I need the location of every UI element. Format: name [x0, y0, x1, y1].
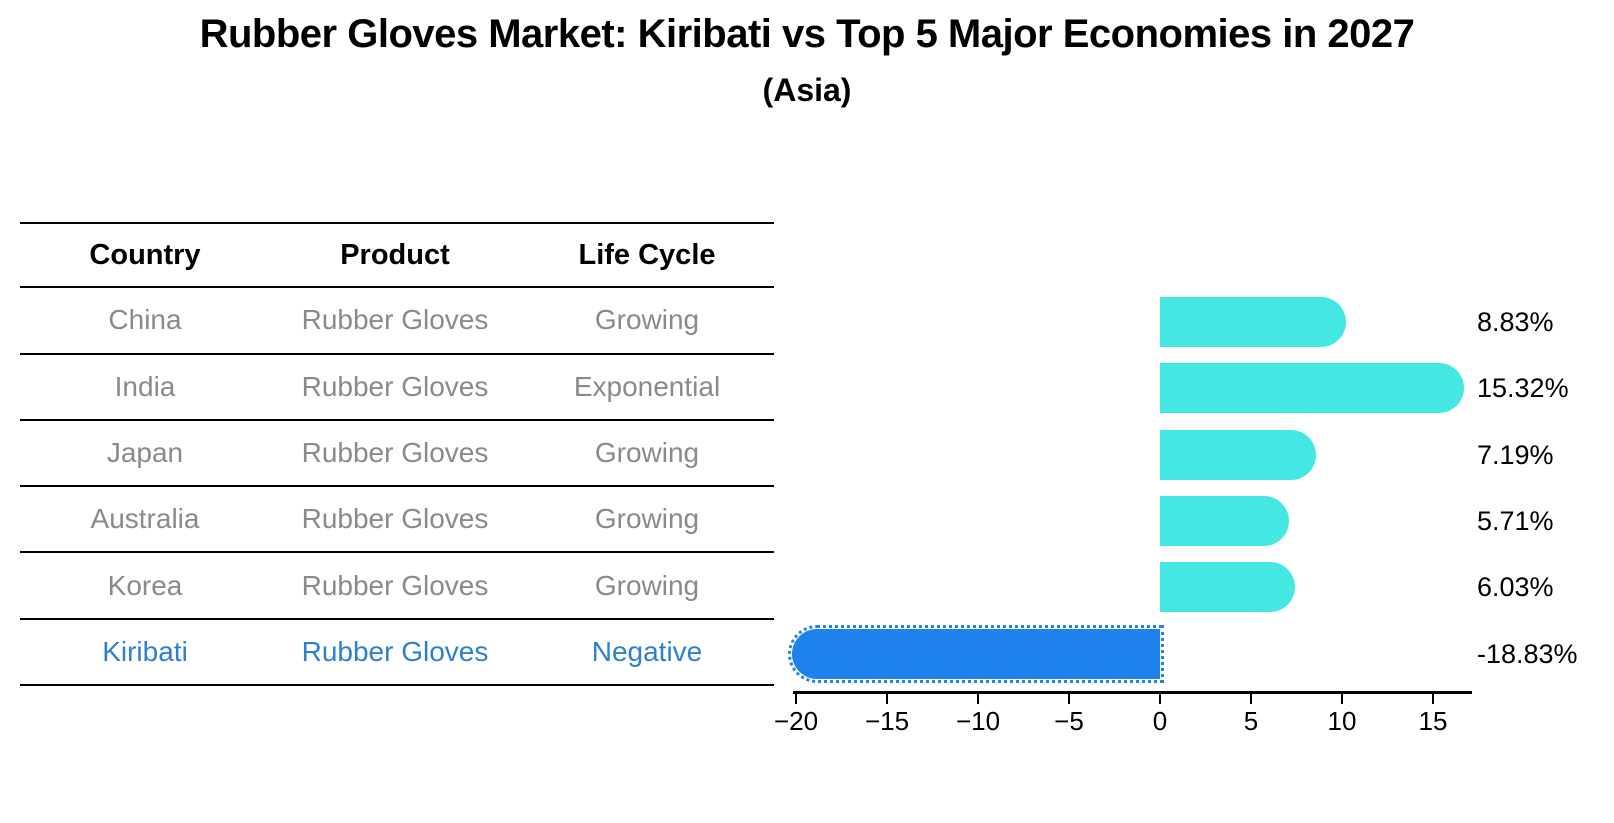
table-cell-country: India	[114, 370, 176, 402]
table-header-cell-life-cycle: Life Cycle	[578, 238, 716, 271]
value-label: 8.83%	[1477, 307, 1554, 337]
table-cell-product: Rubber Gloves	[301, 635, 489, 667]
table-cell-country: China	[108, 304, 182, 336]
x-tick	[1250, 694, 1252, 704]
x-tick	[1159, 694, 1161, 704]
value-label: 6.03%	[1477, 572, 1554, 603]
table-row: Kiribati Rubber Gloves Negative	[20, 620, 774, 687]
table-cell-product: Rubber Gloves	[301, 569, 489, 601]
x-tick	[886, 694, 888, 704]
bar-kiribati	[788, 624, 1164, 683]
bar-korea	[1160, 562, 1295, 613]
x-tick-label: 0	[1152, 706, 1168, 736]
x-axis-line	[793, 691, 1472, 694]
table-row: China Rubber Gloves Growing	[20, 288, 774, 355]
x-tick-label: −5	[1054, 706, 1084, 736]
x-tick	[795, 694, 797, 704]
table-header-cell-product: Product	[340, 238, 450, 271]
table-cell-product: Rubber Gloves	[301, 503, 489, 535]
value-label: 15.32%	[1477, 373, 1569, 404]
table-cell-product: Rubber Gloves	[301, 304, 489, 336]
bar-india	[1160, 363, 1464, 414]
x-tick-label: 10	[1327, 706, 1357, 736]
table-cell-country: Korea	[107, 569, 183, 601]
table-header-row: Country Product Life Cycle	[20, 222, 774, 289]
chart-subtitle: (Asia)	[762, 72, 852, 108]
table-cell-life-cycle: Growing	[594, 569, 700, 601]
table-cell-product: Rubber Gloves	[301, 437, 489, 469]
value-label: 5.71%	[1477, 505, 1554, 536]
x-tick-label: −20	[773, 706, 819, 736]
table-cell-product: Rubber Gloves	[301, 370, 489, 402]
table-cell-country: Kiribati	[102, 635, 188, 667]
chart-title: Rubber Gloves Market: Kiribati vs Top 5 …	[199, 12, 1415, 56]
country-table: Country Product Life Cycle China Rubber Glov…	[20, 222, 774, 687]
x-tick	[977, 694, 979, 704]
table-cell-life-cycle: Exponential	[573, 370, 721, 402]
x-tick-label: 15	[1418, 706, 1448, 736]
table-row: Australia Rubber Gloves Growing	[20, 487, 774, 554]
table-cell-country: Japan	[106, 437, 184, 469]
bar-australia	[1160, 495, 1289, 546]
x-tick	[1432, 694, 1434, 704]
value-label: -18.83%	[1477, 638, 1578, 669]
table-cell-life-cycle: Growing	[594, 304, 700, 336]
table-cell-life-cycle: Negative	[591, 635, 703, 667]
table-cell-country: Australia	[90, 503, 200, 535]
x-tick	[1341, 694, 1343, 704]
bar-china	[1160, 297, 1346, 347]
value-label: 7.19%	[1477, 439, 1554, 470]
table-row: Korea Rubber Gloves Growing	[20, 553, 774, 620]
table-cell-life-cycle: Growing	[594, 503, 700, 535]
x-tick-label: −10	[955, 706, 1001, 736]
table-header-cell-country: Country	[89, 238, 201, 271]
bar-japan	[1160, 429, 1316, 480]
x-tick-label: 5	[1243, 706, 1259, 736]
table-row: Japan Rubber Gloves Growing	[20, 421, 774, 488]
x-tick	[1068, 694, 1070, 704]
x-tick-label: −15	[864, 706, 910, 736]
table-row: India Rubber Gloves Exponential	[20, 355, 774, 421]
table-cell-life-cycle: Growing	[594, 437, 700, 469]
